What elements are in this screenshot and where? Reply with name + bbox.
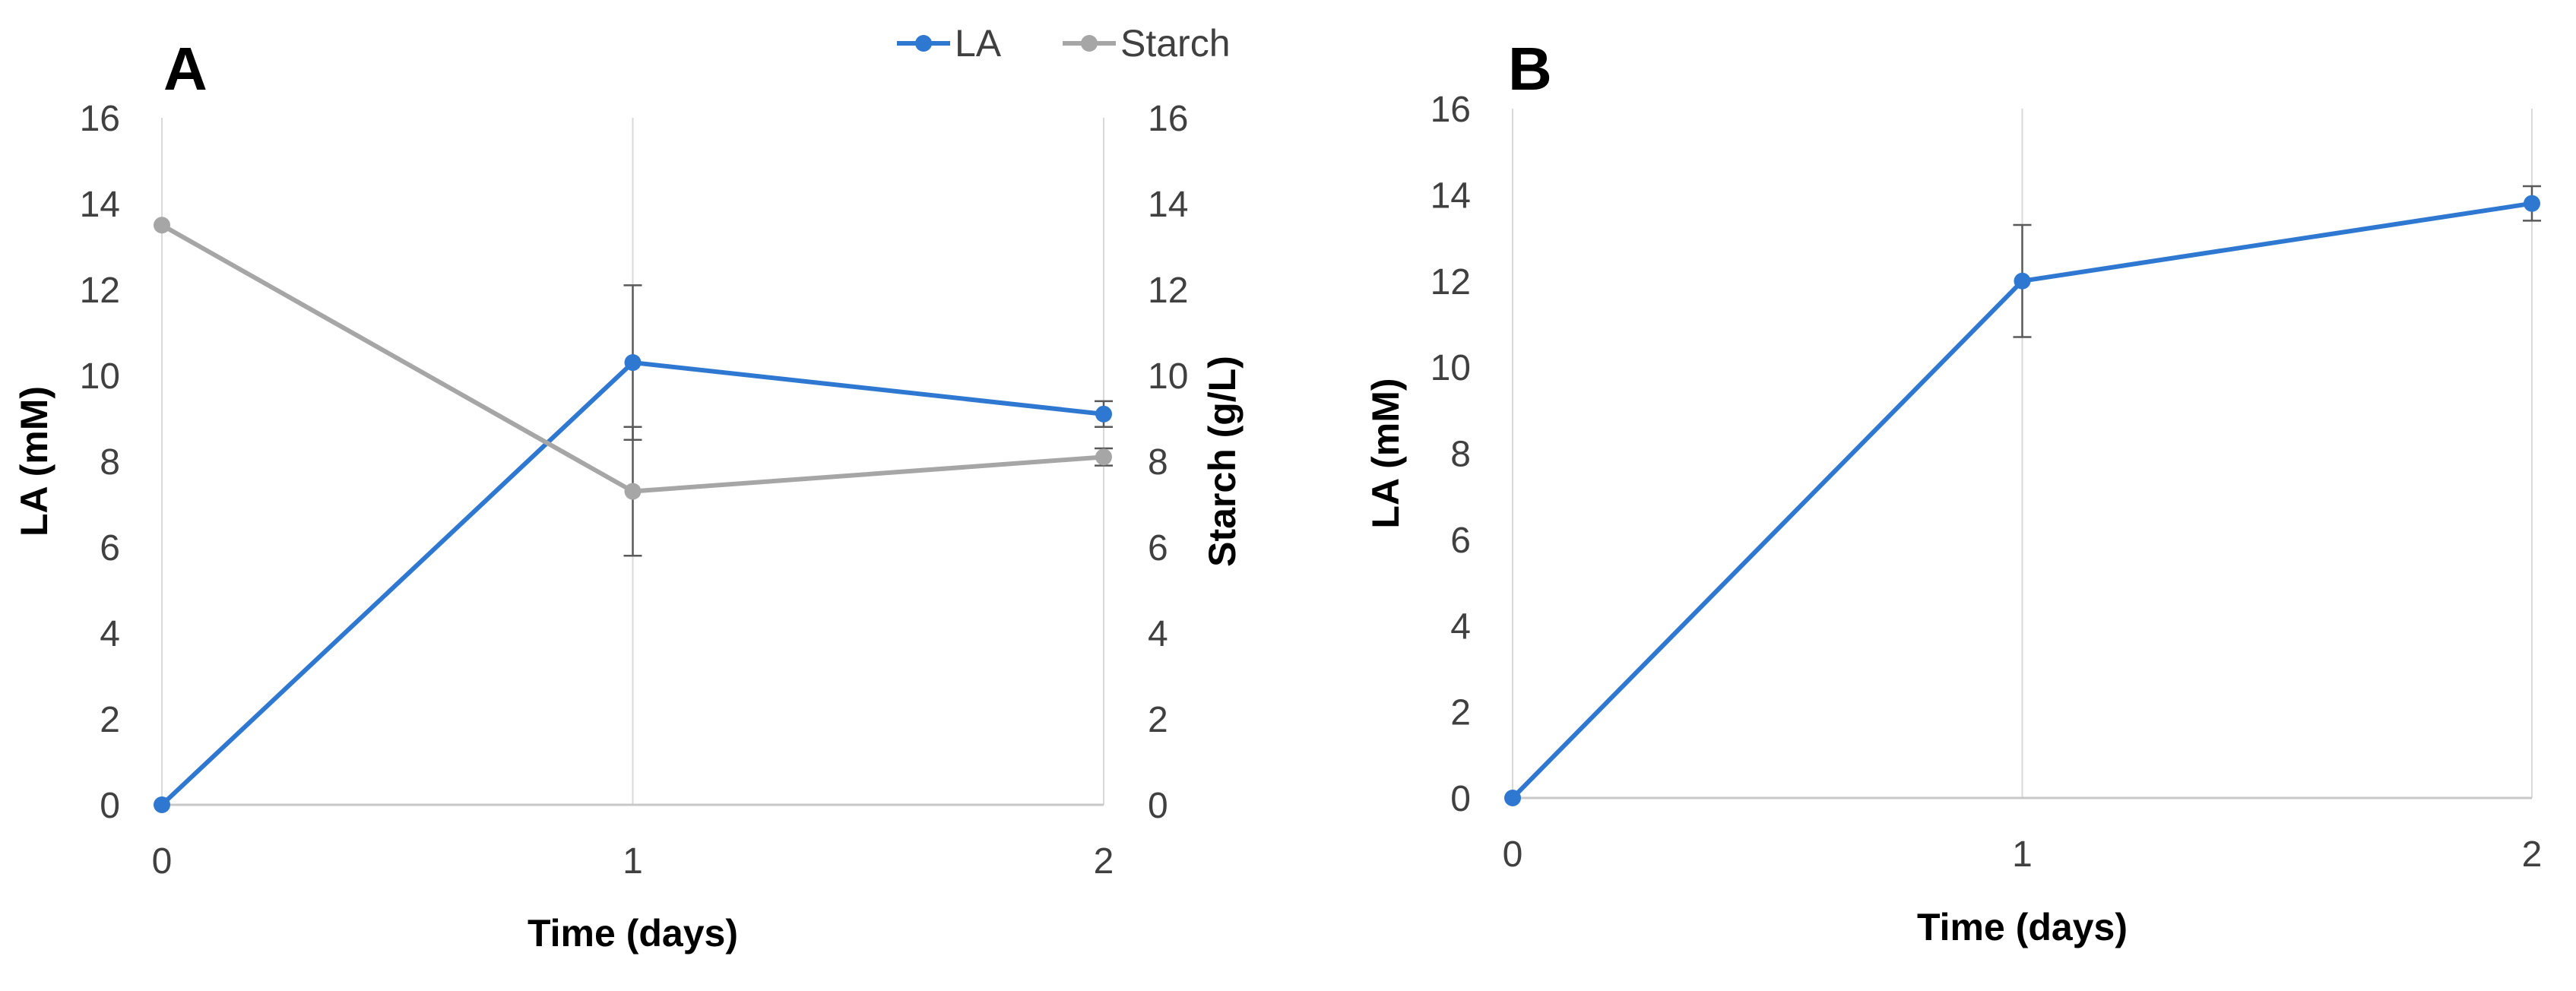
x-tick-label: 2 (1094, 841, 1114, 882)
x-tick-label: 0 (1503, 834, 1523, 875)
y-tick-label: 12 (80, 271, 120, 311)
y-tick-label-right: 10 (1148, 356, 1188, 397)
y-tick-label-right: 8 (1148, 442, 1168, 483)
y-tick-label: 10 (80, 356, 120, 397)
y-tick-label: 2 (1450, 693, 1471, 733)
data-point-la (2524, 195, 2540, 212)
data-point-starch (154, 217, 170, 234)
y-tick-label: 14 (80, 185, 120, 225)
y-tick-label: 0 (1450, 779, 1471, 819)
data-point-la (154, 796, 170, 813)
y-tick-label: 8 (100, 442, 120, 483)
x-tick-label: 1 (623, 841, 643, 882)
y-tick-label-right: 14 (1148, 185, 1188, 225)
y-tick-label: 12 (1431, 262, 1471, 302)
y-tick-label: 2 (100, 700, 120, 740)
y-axis-title-right: Starch (g/L) (1201, 356, 1244, 567)
panel-label: A (163, 35, 208, 103)
panel-label: B (1508, 35, 1552, 103)
y-axis-title: LA (mM) (1364, 378, 1407, 528)
y-axis-title: LA (mM) (13, 386, 55, 537)
x-tick-label: 2 (2522, 834, 2543, 875)
x-axis-title: Time (days) (528, 912, 738, 955)
legend-marker-la (915, 35, 932, 52)
y-tick-label: 4 (100, 614, 120, 654)
y-tick-label: 6 (100, 528, 120, 568)
x-axis-title: Time (days) (1917, 906, 2128, 948)
y-tick-label-right: 6 (1148, 528, 1168, 568)
data-point-la (1504, 790, 1521, 806)
data-point-starch (624, 483, 642, 500)
data-point-la (2014, 272, 2031, 290)
y-tick-label: 14 (1431, 176, 1471, 216)
y-tick-label-right: 0 (1148, 786, 1168, 826)
y-tick-label: 0 (100, 786, 120, 826)
data-point-la (1095, 405, 1112, 423)
y-tick-label: 16 (80, 99, 120, 139)
legend-marker-starch (1081, 35, 1098, 52)
y-tick-label-right: 4 (1148, 614, 1168, 654)
y-tick-label-right: 12 (1148, 271, 1188, 311)
data-point-la (624, 354, 642, 372)
y-tick-label: 10 (1431, 348, 1471, 388)
y-tick-label: 4 (1450, 606, 1471, 647)
data-point-starch (1095, 448, 1112, 466)
y-tick-label-right: 2 (1148, 700, 1168, 740)
x-tick-label: 1 (2012, 834, 2033, 875)
y-tick-label: 16 (1431, 90, 1471, 130)
y-tick-label-right: 16 (1148, 99, 1188, 139)
y-tick-label: 6 (1450, 521, 1471, 561)
y-tick-label: 8 (1450, 435, 1471, 475)
x-tick-label: 0 (152, 841, 173, 882)
legend-label-starch: Starch (1120, 22, 1231, 65)
legend-label-la: LA (955, 22, 1002, 65)
legend: LA Starch (897, 22, 1231, 65)
